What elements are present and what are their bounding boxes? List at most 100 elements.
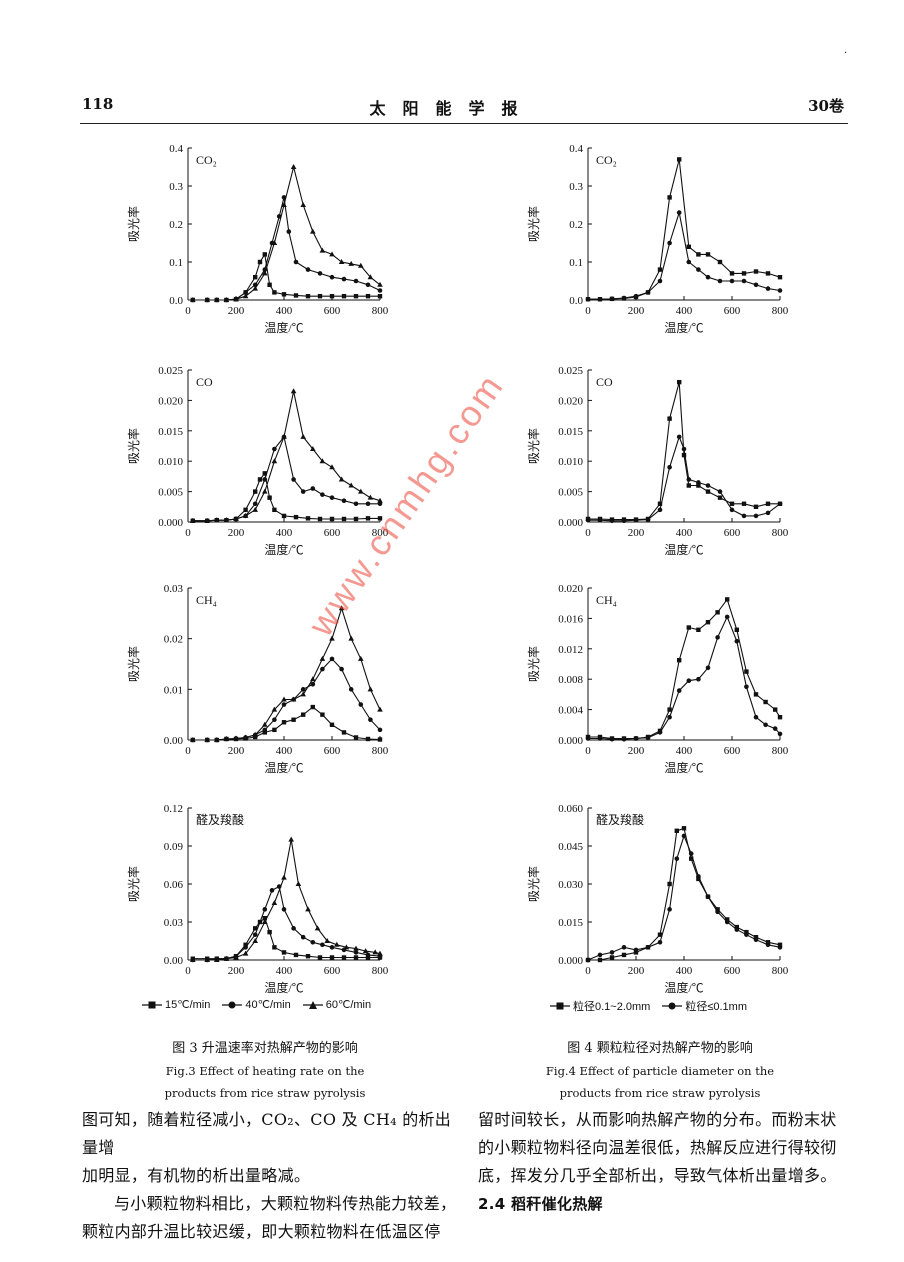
y-tick-label: 0.03 <box>164 583 184 595</box>
data-point-square <box>667 195 672 200</box>
data-point-triangle <box>319 655 326 661</box>
y-tick-label: 0.0 <box>569 295 583 307</box>
data-point-square <box>305 294 311 299</box>
y-axis-label: 吸光率 <box>526 206 541 242</box>
data-point-square <box>729 271 735 276</box>
data-point-square <box>765 940 771 945</box>
body-right-column: 留时间较长，从而影响热解产物的分布。而粉末状 的小颗粒物料径向温差很低，热解反应… <box>478 1106 858 1218</box>
x-tick-label: 600 <box>324 527 341 539</box>
data-point-triangle <box>324 938 330 943</box>
data-point-square <box>633 950 639 955</box>
x-tick-label: 600 <box>324 965 341 977</box>
y-tick-label: 0.010 <box>158 456 183 468</box>
data-point-square <box>253 489 258 494</box>
caption-en-line1: Fig.3 Effect of heating rate on the <box>165 1064 365 1078</box>
data-point-circle <box>300 934 306 940</box>
data-point-square <box>715 907 720 912</box>
data-point-triangle <box>300 691 306 697</box>
x-tick-label: 400 <box>276 965 293 977</box>
chart-fig4-acid: 0.000 0.015 0.030 0.045 0.060 0 200 400 600 800 温度… <box>526 803 789 995</box>
data-point-square <box>262 252 267 257</box>
data-point-triangle <box>343 944 350 950</box>
data-point-triangle <box>338 605 345 611</box>
data-point-circle <box>705 483 711 488</box>
data-point-square <box>262 471 267 476</box>
data-point-square <box>272 507 277 513</box>
data-point-triangle <box>310 446 316 452</box>
data-point-triangle <box>290 164 297 169</box>
x-tick-label: 0 <box>585 965 591 977</box>
legend-circle-marker-icon <box>662 1002 683 1010</box>
x-tick-label: 200 <box>628 527 645 539</box>
data-point-circle <box>597 517 603 523</box>
data-point-circle <box>310 681 316 687</box>
chart-fig3-acid: 0.00 0.03 0.06 0.09 0.12 0 200 400 600 800 温度/℃ 吸光率… <box>126 803 389 995</box>
data-point-square <box>753 935 759 940</box>
paragraph-line: 图可知，随着粒径减小，CO₂、CO 及 CH₄ 的析出量增 <box>82 1110 452 1157</box>
data-point-square <box>734 924 739 930</box>
data-point-circle <box>377 727 383 733</box>
y-tick-label: 0.000 <box>158 517 183 529</box>
data-point-circle <box>667 464 672 470</box>
y-tick-label: 0.0 <box>169 295 183 307</box>
data-point-circle <box>585 517 591 523</box>
data-point-square <box>677 157 682 162</box>
data-point-square <box>317 516 323 522</box>
data-point-square <box>744 929 749 935</box>
data-point-square <box>281 292 287 297</box>
fig3-legend: 15℃/min 40℃/min 60℃/min <box>142 998 371 1011</box>
data-point-circle <box>729 278 735 284</box>
data-point-triangle <box>204 737 210 742</box>
data-point-square <box>753 692 759 697</box>
y-tick-label: 0.000 <box>558 517 583 529</box>
data-point-circle <box>777 288 783 293</box>
y-tick-label: 0.01 <box>164 684 183 696</box>
y-tick-label: 0.02 <box>164 634 183 646</box>
legend-label: 15℃/min <box>165 999 211 1011</box>
legend-item: 粒径0.1~2.0mm <box>550 998 650 1014</box>
y-tick-label: 0.09 <box>164 841 184 853</box>
data-point-circle <box>696 676 701 682</box>
chart-title: CO <box>196 375 213 389</box>
data-point-square <box>291 717 296 722</box>
y-axis-label: 吸光率 <box>126 428 141 464</box>
data-point-square <box>293 293 299 298</box>
data-point-square <box>281 720 287 725</box>
x-tick-label: 600 <box>724 745 741 757</box>
x-tick-label: 800 <box>772 527 789 539</box>
x-tick-label: 400 <box>276 745 293 757</box>
data-point-circle <box>667 907 672 912</box>
data-point-circle <box>744 932 749 937</box>
data-point-square <box>293 952 299 958</box>
data-point-square <box>667 881 672 887</box>
data-point-circle <box>310 486 316 491</box>
data-point-triangle <box>281 874 287 880</box>
data-point-triangle <box>353 945 359 951</box>
data-point-circle <box>329 656 335 662</box>
x-tick-label: 200 <box>628 745 645 757</box>
data-point-triangle <box>190 517 196 523</box>
y-tick-label: 0.020 <box>558 583 583 595</box>
data-point-square <box>777 275 783 280</box>
data-point-circle <box>724 919 730 925</box>
data-point-circle <box>674 856 680 861</box>
data-point-triangle <box>358 262 364 268</box>
y-axis-label: 吸光率 <box>526 428 541 464</box>
chart-fig3-co2: 0.0 0.1 0.2 0.3 0.4 0 200 400 600 800 温度/℃ 吸光率 CO₂ <box>126 143 389 335</box>
y-tick-label: 0.2 <box>569 219 583 231</box>
volume-label: 30卷 <box>808 97 844 115</box>
series-line-square <box>192 472 380 522</box>
data-point-triangle <box>233 954 239 960</box>
data-point-square <box>329 294 335 299</box>
y-axis-label: 吸光率 <box>126 646 141 682</box>
data-point-triangle <box>367 274 374 280</box>
data-point-circle <box>657 507 663 513</box>
chart-fig4-co2: 0.0 0.1 0.2 0.3 0.4 0 200 400 600 800 温度/℃ 吸光率 CO₂ <box>526 143 789 335</box>
series-line-circle <box>588 212 781 300</box>
data-point-square <box>353 735 359 740</box>
data-point-circle <box>281 702 287 707</box>
data-point-triangle <box>300 202 306 207</box>
data-point-triangle <box>223 735 230 741</box>
data-point-circle <box>269 888 275 893</box>
data-point-triangle <box>204 957 210 962</box>
